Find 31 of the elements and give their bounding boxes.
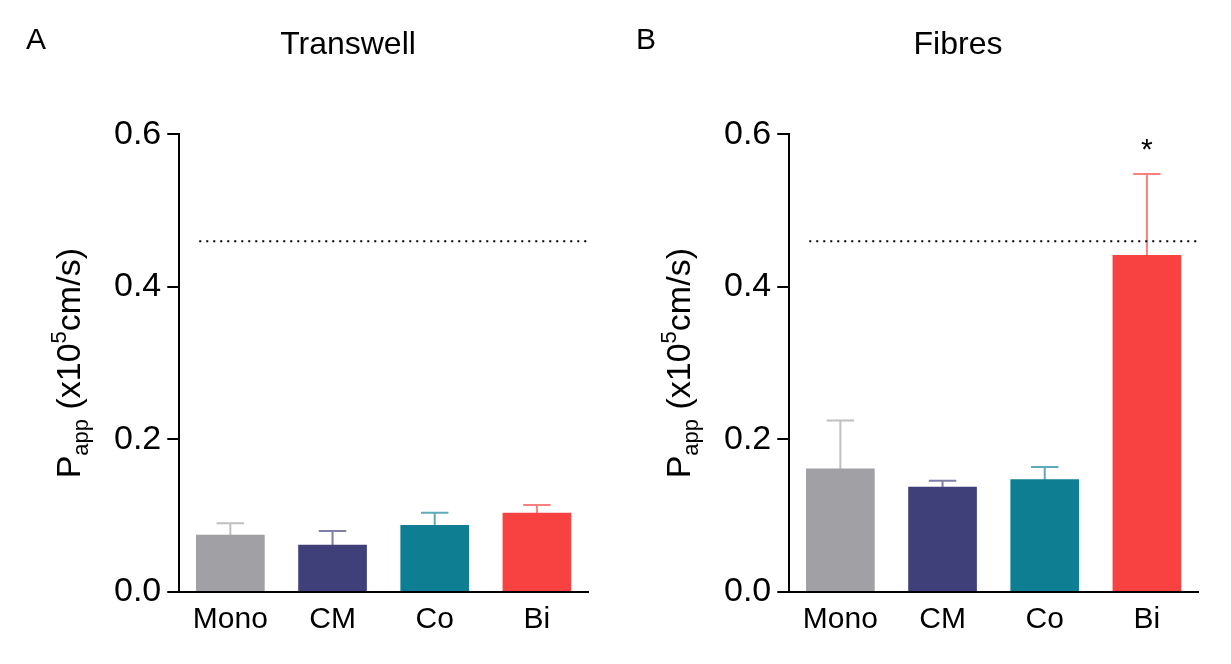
chart-title: Fibres: [913, 25, 1003, 62]
y-axis-title: Papp (x105cm/s): [656, 248, 703, 479]
y-tick-label: 0.6: [114, 112, 162, 151]
x-tick-label: Co: [1025, 601, 1064, 635]
x-tick-label: CM: [919, 601, 966, 635]
bar: [400, 524, 470, 591]
x-tick-label: Mono: [192, 601, 268, 635]
bar: [1010, 479, 1080, 591]
text: A: [26, 22, 47, 56]
bar: [298, 544, 367, 591]
x-tick-label: CM: [309, 601, 356, 635]
y-tick-label: 0.2: [724, 417, 772, 456]
x-tick-label: Mono: [802, 601, 878, 635]
annotation: *: [1141, 132, 1154, 166]
x-tick-label: Co: [415, 601, 454, 635]
bar: [1112, 254, 1182, 591]
chart-title: Transwell: [280, 25, 416, 62]
y-tick-label: 0.0: [114, 570, 162, 609]
bar: [908, 486, 977, 591]
text: B: [636, 22, 657, 56]
y-tick-label: 0.0: [724, 570, 772, 609]
y-tick-label: 0.4: [724, 265, 772, 304]
y-axis-title: Papp (x105cm/s): [46, 248, 93, 479]
bar: [196, 534, 265, 591]
x-tick-label: Bi: [1133, 601, 1161, 635]
y-tick-label: 0.2: [114, 417, 162, 456]
y-tick-label: 0.6: [724, 112, 772, 151]
bar: [806, 468, 875, 591]
bar: [502, 512, 572, 591]
y-tick-label: 0.4: [114, 265, 162, 304]
x-tick-label: Bi: [523, 601, 551, 635]
